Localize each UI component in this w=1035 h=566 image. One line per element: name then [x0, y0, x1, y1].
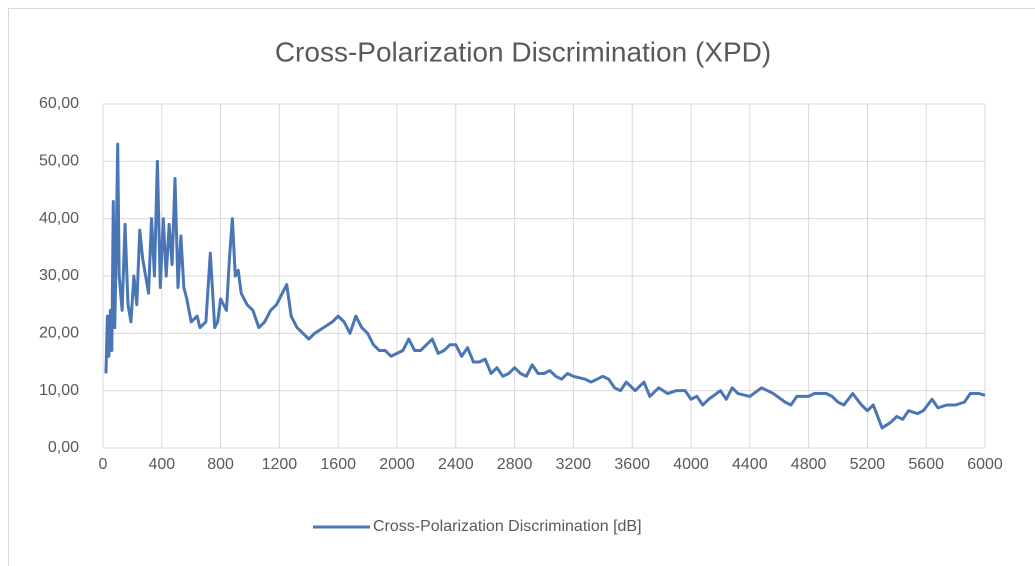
- x-tick-label: 0: [99, 456, 108, 473]
- x-tick-label: 1200: [262, 456, 298, 473]
- x-tick-label: 5600: [908, 456, 944, 473]
- data-line: [104, 142, 986, 430]
- x-tick-label: 2800: [497, 456, 533, 473]
- y-tick-label: 50,00: [39, 153, 79, 170]
- x-tick-label: 5200: [850, 456, 886, 473]
- y-tick-label: 20,00: [39, 325, 79, 342]
- y-tick-label: 40,00: [39, 210, 79, 227]
- chart-frame: [8, 8, 1035, 566]
- x-tick-label: 2400: [438, 456, 474, 473]
- y-tick-label: 0,00: [48, 439, 79, 456]
- x-tick-label: 2000: [379, 456, 415, 473]
- y-tick-label: 10,00: [39, 382, 79, 399]
- chart-title: Cross-Polarization Discrimination (XPD): [275, 36, 771, 67]
- x-tick-label: 3200: [556, 456, 592, 473]
- x-tick-label: 4400: [732, 456, 768, 473]
- x-tick-label: 3600: [614, 456, 650, 473]
- x-tick-label: 4800: [791, 456, 827, 473]
- x-tick-label: 6000: [967, 456, 1003, 473]
- y-tick-label: 30,00: [39, 267, 79, 284]
- legend-label: Cross-Polarization Discrimination [dB]: [373, 518, 642, 535]
- x-tick-label: 4000: [673, 456, 709, 473]
- x-tick-label: 1600: [320, 456, 356, 473]
- x-tick-label: 800: [207, 456, 234, 473]
- x-tick-label: 400: [148, 456, 175, 473]
- y-tick-label: 60,00: [39, 95, 79, 112]
